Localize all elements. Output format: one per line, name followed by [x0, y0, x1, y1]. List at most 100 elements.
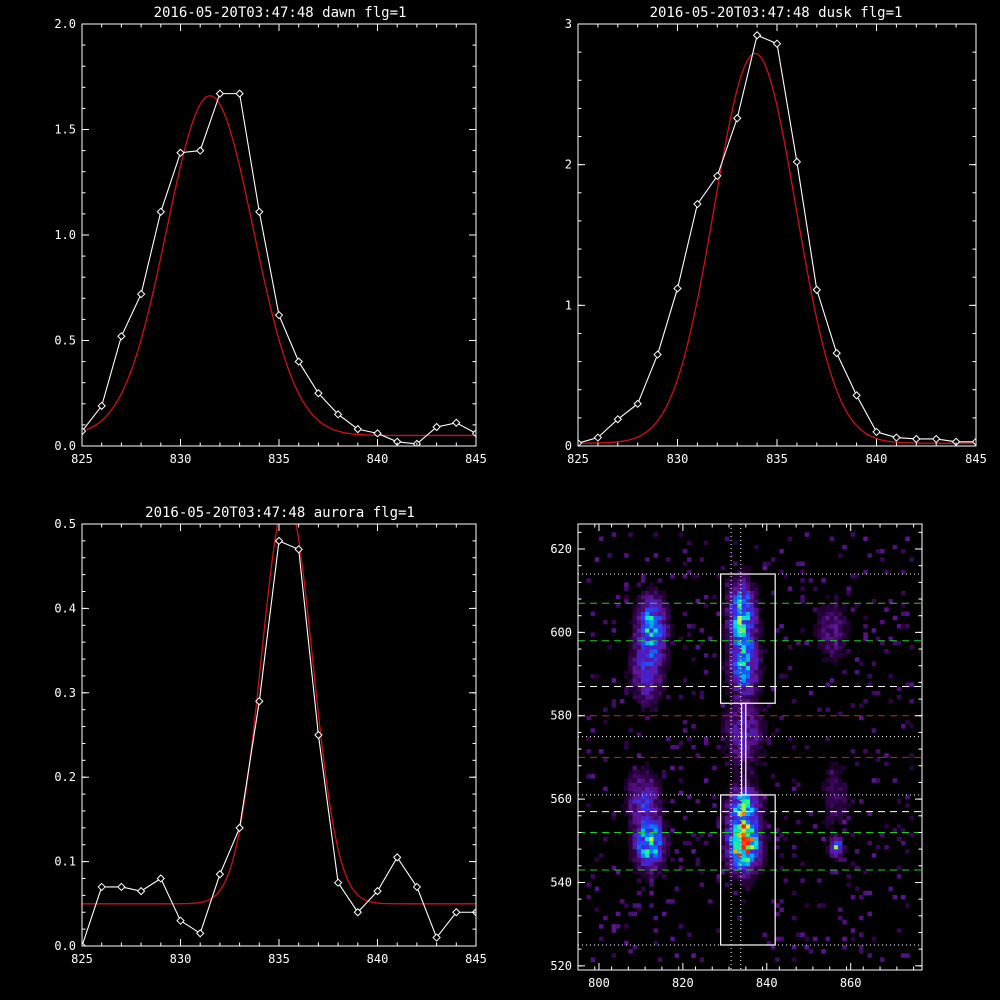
image-pixel — [750, 736, 755, 742]
image-pixel — [649, 824, 654, 829]
image-pixel — [833, 640, 839, 646]
image-pixel — [645, 557, 650, 562]
image-pixel — [838, 794, 843, 800]
image-pixel — [724, 794, 730, 800]
image-pixel — [624, 744, 629, 750]
image-pixel — [909, 815, 914, 821]
image-pixel — [863, 636, 868, 642]
image-pixel — [863, 632, 868, 637]
image-pixel — [750, 724, 755, 729]
image-pixel — [863, 869, 868, 875]
image-pixel — [741, 699, 747, 704]
image-pixel — [737, 661, 742, 667]
image-pixel — [733, 628, 738, 633]
image-pixel — [657, 840, 663, 846]
image-pixel — [737, 782, 742, 787]
image-pixel — [670, 828, 675, 833]
image-pixel — [729, 811, 734, 817]
image-pixel — [737, 624, 742, 629]
image-pixel — [624, 553, 629, 558]
image-pixel — [628, 794, 633, 800]
image-pixel — [800, 932, 805, 937]
image-pixel — [909, 753, 914, 758]
image-pixel — [750, 674, 755, 679]
image-pixel — [624, 778, 629, 783]
image-pixel — [645, 690, 650, 696]
image-pixel — [838, 815, 843, 821]
image-pixel — [729, 794, 734, 800]
image-pixel — [791, 853, 797, 858]
image-pixel — [750, 640, 755, 646]
image-pixel — [741, 794, 747, 800]
image-pixel — [649, 869, 654, 875]
dusk-ytick-label: 2 — [565, 158, 572, 172]
image-pixel — [754, 819, 759, 825]
image-pixel — [875, 549, 881, 554]
image-pixel — [812, 628, 818, 633]
image-pixel — [645, 644, 650, 650]
image-pixel — [829, 615, 835, 621]
image-pixel — [825, 844, 831, 850]
image-pixel — [758, 824, 763, 829]
image-pixel — [758, 794, 763, 800]
image-pixel — [653, 915, 659, 921]
image-pixel — [724, 824, 730, 829]
image-pixel — [645, 849, 650, 854]
image-pixel — [737, 586, 742, 591]
image-pixel — [733, 703, 738, 708]
image-pixel — [632, 911, 638, 917]
image-pixel — [901, 828, 906, 833]
image-pixel — [750, 782, 755, 787]
image-pixel — [758, 632, 763, 637]
image-pixel — [661, 853, 667, 858]
image-pixel — [640, 703, 646, 708]
image-pixel — [632, 778, 638, 783]
image-pixel — [829, 649, 835, 654]
image-pixel — [594, 886, 600, 892]
image-pixel — [653, 819, 659, 825]
image-pixel — [833, 786, 839, 792]
image-pixel — [670, 632, 675, 637]
image-pixel — [724, 815, 730, 821]
image-pixel — [829, 828, 835, 833]
image-pixel — [645, 828, 650, 833]
image-pixel — [666, 836, 671, 842]
image-pixel — [750, 653, 755, 658]
image-pixel — [829, 782, 835, 787]
image-pixel — [750, 682, 755, 687]
image-pixel — [859, 915, 864, 921]
image-pixel — [590, 957, 596, 962]
image-pixel — [750, 719, 755, 725]
image-pixel — [833, 799, 839, 804]
image-pixel — [838, 819, 843, 825]
image-pixel — [636, 678, 642, 683]
image-pixel — [703, 840, 709, 846]
image-pixel — [649, 682, 654, 687]
image-pixel — [653, 619, 659, 625]
image-pixel — [590, 674, 596, 679]
image-pixel — [842, 636, 847, 642]
image-pixel — [833, 803, 839, 808]
image-pixel — [687, 624, 692, 629]
image-pixel — [729, 611, 734, 616]
image-pixel — [720, 724, 726, 729]
image-pixel — [838, 915, 843, 921]
image-pixel — [615, 924, 621, 929]
image-pixel — [737, 590, 742, 596]
image-pixel — [846, 590, 851, 596]
image-pixel — [666, 736, 671, 742]
image-pixel — [729, 624, 734, 629]
image-pixel — [661, 661, 667, 667]
image-pixel — [888, 636, 893, 642]
image-pixel — [733, 778, 738, 783]
image-pixel — [758, 869, 763, 875]
image-pixel — [682, 549, 688, 554]
image-pixel — [653, 782, 659, 787]
image-pixel — [716, 928, 721, 933]
image-pixel — [636, 665, 642, 671]
image-pixel — [750, 753, 755, 758]
image-pixel — [724, 586, 730, 591]
image-pixel — [825, 657, 831, 662]
image-pixel — [754, 628, 759, 633]
